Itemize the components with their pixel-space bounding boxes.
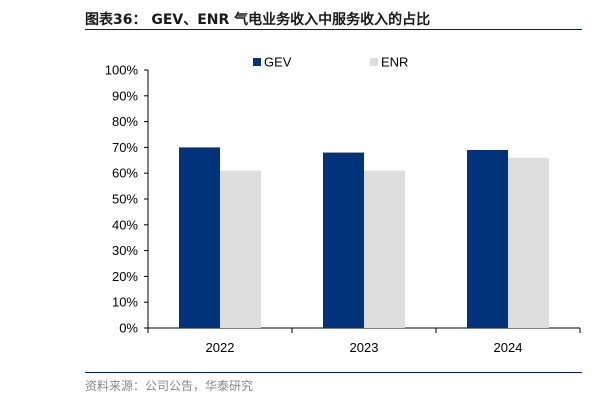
figure-title: 图表36： GEV、ENR 气电业务收入中服务收入的占比	[85, 12, 431, 28]
source-note: 资料来源：公司公告，华泰研究	[85, 379, 254, 393]
legend-label-enr: ENR	[381, 55, 408, 70]
bar-gev-2023	[323, 152, 364, 328]
y-tick-label: 0%	[119, 321, 138, 336]
bar-enr-2024	[508, 157, 549, 328]
y-tick-label: 70%	[112, 140, 138, 155]
bar-gev-2024	[467, 149, 508, 328]
x-axis: 2022 2023 2024	[147, 327, 581, 355]
y-axis: 0% 10% 20% 30% 40% 50% 60% 70% 80% 90% 100%	[105, 63, 149, 336]
y-tick-label: 80%	[112, 114, 138, 129]
y-tick-label: 100%	[105, 63, 139, 78]
y-tick-label: 20%	[112, 269, 138, 284]
source-divider	[85, 372, 582, 373]
y-tick-label: 10%	[112, 295, 138, 310]
title-divider	[85, 29, 582, 30]
y-tick-label: 60%	[112, 166, 138, 181]
y-tick-label: 50%	[112, 192, 138, 207]
y-tick-label: 90%	[112, 88, 138, 103]
x-tick-label: 2022	[206, 340, 235, 355]
bar-enr-2023	[364, 170, 405, 328]
y-tick-label: 30%	[112, 243, 138, 258]
bar-enr-2022	[220, 170, 261, 328]
bar-gev-2022	[179, 147, 220, 328]
legend: GEV ENR	[253, 55, 408, 70]
x-tick-label: 2024	[494, 340, 523, 355]
y-tick-label: 40%	[112, 217, 138, 232]
legend-swatch-enr	[370, 58, 378, 66]
x-tick-label: 2023	[350, 340, 379, 355]
bars	[179, 147, 549, 328]
legend-label-gev: GEV	[264, 55, 292, 70]
legend-swatch-gev	[253, 58, 261, 66]
